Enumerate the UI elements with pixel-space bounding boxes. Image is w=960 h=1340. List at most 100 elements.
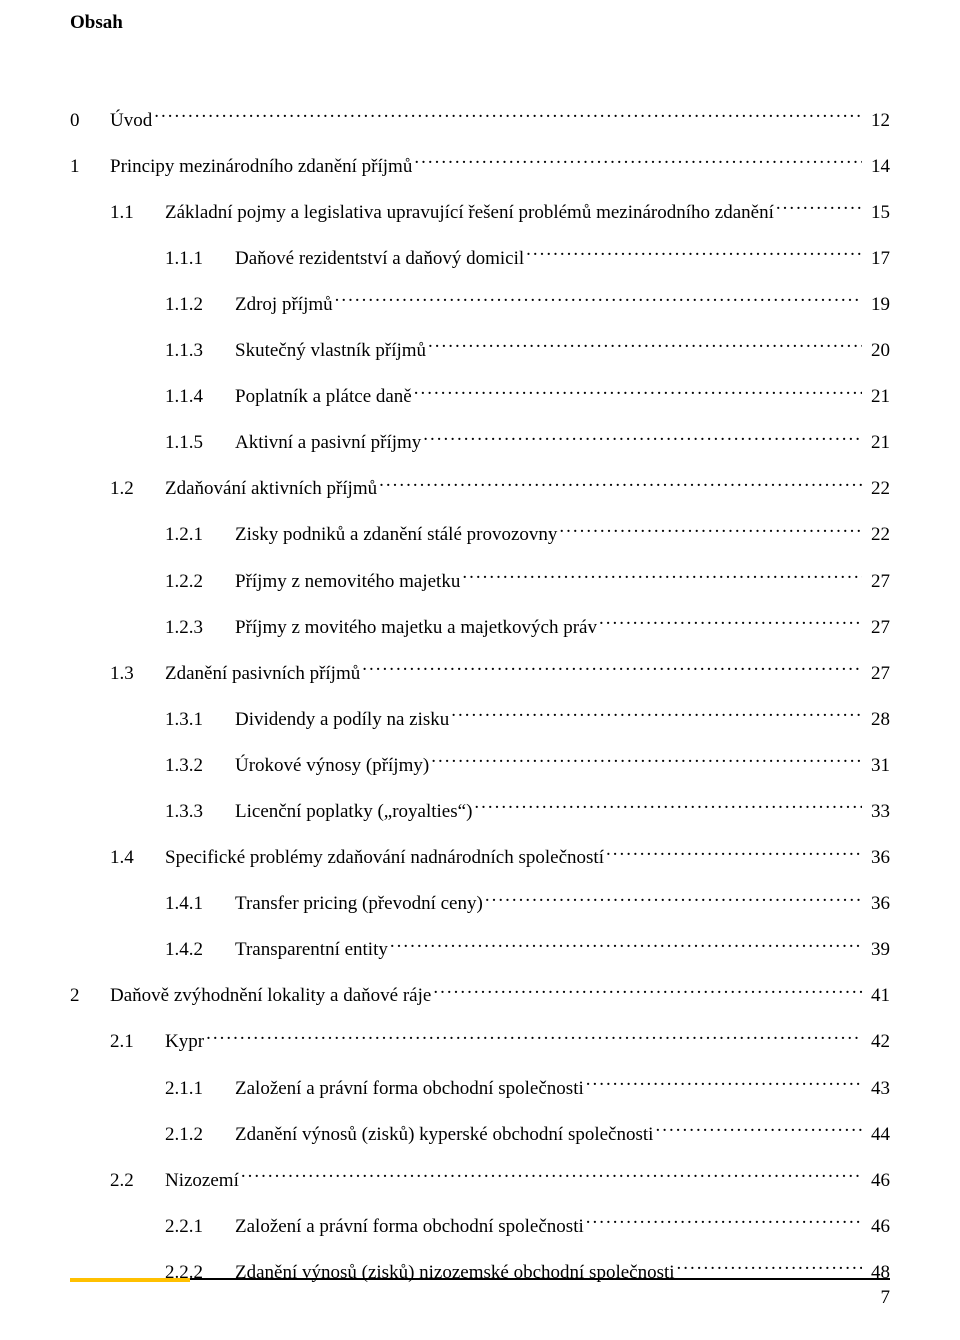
toc-entry: 1.3.3Licenční poplatky („royalties“)33 <box>70 798 890 826</box>
toc-leader-dots <box>335 291 862 310</box>
toc-leader-dots <box>606 844 862 863</box>
toc-entry-page: 46 <box>864 1214 890 1241</box>
toc-entry: 1Principy mezinárodního zdanění příjmů14 <box>70 153 890 181</box>
toc-entry-title: Příjmy z movitého majetku a majetkových … <box>235 615 597 642</box>
toc-leader-dots <box>154 107 862 126</box>
toc-entry-title: Založení a právní forma obchodní společn… <box>235 1214 584 1241</box>
toc-entry-title: Základní pojmy a legislativa upravující … <box>165 200 774 227</box>
toc-entry-number: 1.3.2 <box>165 753 235 780</box>
toc-entry-page: 17 <box>864 246 890 273</box>
toc-entry: 0Úvod 12 <box>70 107 890 135</box>
toc-entry-title: Specifické problémy zdaňování nadnárodní… <box>165 845 604 872</box>
toc-list: 0Úvod121Principy mezinárodního zdanění p… <box>70 107 890 1287</box>
toc-entry-title: Dividendy a podíly na zisku <box>235 707 449 734</box>
toc-entry-number: 0 <box>70 108 110 135</box>
toc-entry: 1.3.2Úrokové výnosy (příjmy) 31 <box>70 752 890 780</box>
toc-heading: Obsah <box>70 10 890 37</box>
toc-leader-dots <box>485 890 862 909</box>
toc-entry-title: Licenční poplatky („royalties“) <box>235 799 472 826</box>
toc-entry-number: 1.4 <box>110 845 165 872</box>
toc-entry-page: 22 <box>864 522 890 549</box>
toc-entry: 1.4.1Transfer pricing (převodní ceny) 36 <box>70 890 890 918</box>
toc-leader-dots <box>379 475 862 494</box>
toc-leader-dots <box>431 752 862 771</box>
toc-entry-number: 1.2 <box>110 476 165 503</box>
toc-entry-page: 12 <box>864 108 890 135</box>
toc-entry-page: 33 <box>864 799 890 826</box>
toc-entry-title: Příjmy z nemovitého majetku <box>235 569 460 596</box>
toc-entry-page: 43 <box>864 1076 890 1103</box>
toc-entry-number: 2.1 <box>110 1029 165 1056</box>
toc-entry-title: Úvod <box>110 108 152 135</box>
toc-entry-number: 1.1.1 <box>165 246 235 273</box>
toc-entry: 2Daňově zvýhodnění lokality a daňové ráj… <box>70 982 890 1010</box>
toc-leader-dots <box>423 429 862 448</box>
toc-leader-dots <box>241 1167 862 1186</box>
toc-leader-dots <box>655 1121 862 1140</box>
toc-leader-dots <box>414 383 862 402</box>
toc-entry-number: 2.1.1 <box>165 1076 235 1103</box>
toc-entry-number: 2.2 <box>110 1168 165 1195</box>
toc-entry-title: Zdanění pasivních příjmů <box>165 661 360 688</box>
toc-entry-page: 27 <box>864 661 890 688</box>
toc-entry-page: 15 <box>864 200 890 227</box>
toc-entry-number: 1.2.1 <box>165 522 235 549</box>
toc-entry-number: 2.1.2 <box>165 1122 235 1149</box>
toc-entry-title: Zdaňování aktivních příjmů <box>165 476 377 503</box>
toc-entry-title: Daňové rezidentství a daňový domicil <box>235 246 524 273</box>
toc-entry-number: 1.1.3 <box>165 338 235 365</box>
toc-entry-page: 39 <box>864 937 890 964</box>
toc-entry: 1.1.2Zdroj příjmů19 <box>70 291 890 319</box>
toc-entry-title: Zisky podniků a zdanění stálé provozovny <box>235 522 557 549</box>
toc-entry: 1.3.1Dividendy a podíly na zisku28 <box>70 706 890 734</box>
toc-entry-title: Kypr <box>165 1029 204 1056</box>
toc-entry-number: 1.2.3 <box>165 615 235 642</box>
toc-entry-title: Poplatník a plátce daně <box>235 384 412 411</box>
toc-entry: 2.1.2Zdanění výnosů (zisků) kyperské obc… <box>70 1121 890 1149</box>
toc-entry-page: 21 <box>864 430 890 457</box>
toc-entry-number: 1.1 <box>110 200 165 227</box>
toc-leader-dots <box>677 1259 862 1278</box>
toc-entry: 1.2.3Příjmy z movitého majetku a majetko… <box>70 614 890 642</box>
toc-entry-title: Nizozemí <box>165 1168 239 1195</box>
toc-leader-dots <box>414 153 862 172</box>
toc-entry-page: 27 <box>864 615 890 642</box>
toc-leader-dots <box>586 1213 862 1232</box>
toc-entry-number: 2.2.1 <box>165 1214 235 1241</box>
toc-entry-page: 31 <box>864 753 890 780</box>
toc-leader-dots <box>776 199 862 218</box>
toc-entry-page: 48 <box>864 1260 890 1287</box>
toc-leader-dots <box>390 936 862 955</box>
toc-entry: 1.2.1Zisky podniků a zdanění stálé provo… <box>70 521 890 549</box>
toc-leader-dots <box>451 706 862 725</box>
toc-entry: 2.1Kypr 42 <box>70 1028 890 1056</box>
toc-entry: 1.1.5Aktivní a pasivní příjmy21 <box>70 429 890 457</box>
toc-entry-page: 14 <box>864 154 890 181</box>
toc-leader-dots <box>462 568 862 587</box>
toc-entry: 2.2.2Zdanění výnosů (zisků) nizozemské o… <box>70 1259 890 1287</box>
toc-entry-number: 1.3 <box>110 661 165 688</box>
toc-entry-title: Transfer pricing (převodní ceny) <box>235 891 483 918</box>
toc-entry: 1.1Základní pojmy a legislativa upravují… <box>70 199 890 227</box>
toc-entry-number: 1.4.1 <box>165 891 235 918</box>
toc-entry: 1.3Zdanění pasivních příjmů 27 <box>70 660 890 688</box>
toc-entry-number: 1.4.2 <box>165 937 235 964</box>
footer-rule <box>70 1278 890 1280</box>
toc-leader-dots <box>433 982 862 1001</box>
toc-entry: 2.1.1Založení a právní forma obchodní sp… <box>70 1075 890 1103</box>
toc-entry-number: 1.2.2 <box>165 569 235 596</box>
toc-entry-title: Zdanění výnosů (zisků) kyperské obchodní… <box>235 1122 653 1149</box>
toc-entry: 1.2Zdaňování aktivních příjmů22 <box>70 475 890 503</box>
toc-entry-page: 36 <box>864 891 890 918</box>
toc-entry-title: Zdroj příjmů <box>235 292 333 319</box>
toc-entry-page: 21 <box>864 384 890 411</box>
toc-entry: 2.2Nizozemí46 <box>70 1167 890 1195</box>
toc-entry-title: Transparentní entity <box>235 937 388 964</box>
toc-entry-page: 42 <box>864 1029 890 1056</box>
toc-entry-title: Úrokové výnosy (příjmy) <box>235 753 429 780</box>
toc-entry-number: 1.1.2 <box>165 292 235 319</box>
toc-entry-title: Skutečný vlastník příjmů <box>235 338 426 365</box>
toc-entry-title: Principy mezinárodního zdanění příjmů <box>110 154 412 181</box>
toc-entry: 1.4Specifické problémy zdaňování nadnáro… <box>70 844 890 872</box>
toc-leader-dots <box>526 245 862 264</box>
